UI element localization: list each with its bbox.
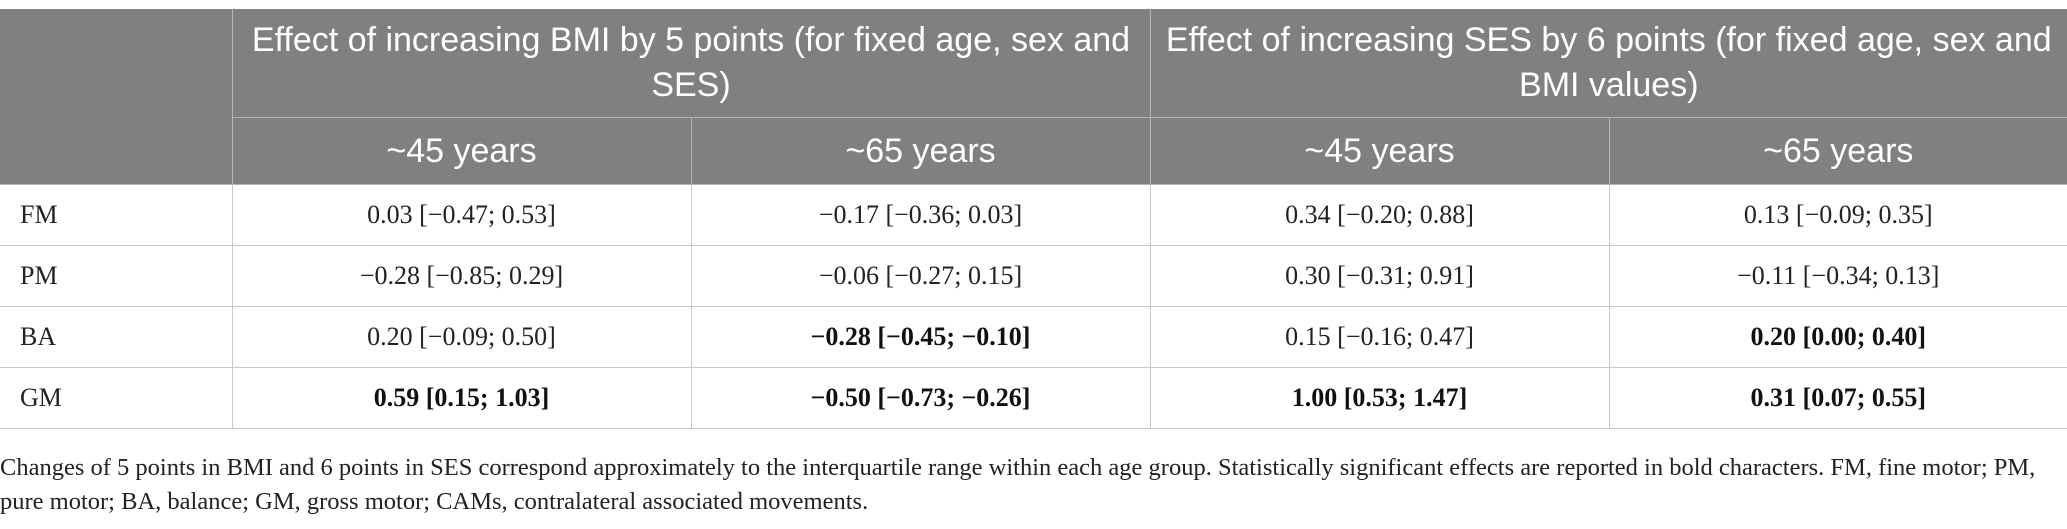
row-label-gm: GM [0,367,233,429]
results-table-container: Effect of increasing BMI by 5 points (fo… [0,9,2067,429]
cell-gm-ses-45: 1.00 [0.53; 1.47] [1150,367,1610,429]
cell-fm-bmi-45: 0.03 [−0.47; 0.53] [232,184,692,246]
cell-ba-bmi-65: −0.28 [−0.45; −0.10] [691,306,1151,368]
header-bmi-65: ~65 years [691,117,1151,185]
cell-ba-ses-45: 0.15 [−0.16; 0.47] [1150,306,1610,368]
cell-pm-bmi-45: −0.28 [−0.85; 0.29] [232,245,692,307]
cell-fm-ses-45: 0.34 [−0.20; 0.88] [1150,184,1610,246]
header-row-groups: Effect of increasing BMI by 5 points (fo… [0,9,2067,185]
header-ses-45: ~45 years [1150,117,1610,185]
header-bmi-45: ~45 years [232,117,692,185]
table-row-fm: FM 0.03 [−0.47; 0.53] −0.17 [−0.36; 0.03… [0,184,2067,246]
row-label-pm: PM [0,245,233,307]
results-table: Effect of increasing BMI by 5 points (fo… [0,9,2067,429]
table-row-pm: PM −0.28 [−0.85; 0.29] −0.06 [−0.27; 0.1… [0,245,2067,307]
table-row-gm: GM 0.59 [0.15; 1.03] −0.50 [−0.73; −0.26… [0,367,2067,429]
cell-fm-ses-65: 0.13 [−0.09; 0.35] [1609,184,2067,246]
cell-pm-ses-65: −0.11 [−0.34; 0.13] [1609,245,2067,307]
table-row-ba: BA 0.20 [−0.09; 0.50] −0.28 [−0.45; −0.1… [0,306,2067,368]
cell-ba-bmi-45: 0.20 [−0.09; 0.50] [232,306,692,368]
cell-gm-ses-65: 0.31 [0.07; 0.55] [1609,367,2067,429]
cell-gm-bmi-65: −0.50 [−0.73; −0.26] [691,367,1151,429]
cell-gm-bmi-45: 0.59 [0.15; 1.03] [232,367,692,429]
row-label-ba: BA [0,306,233,368]
cell-pm-bmi-65: −0.06 [−0.27; 0.15] [691,245,1151,307]
cell-pm-ses-45: 0.30 [−0.31; 0.91] [1150,245,1610,307]
header-group-ses: Effect of increasing SES by 6 points (fo… [1150,9,2067,118]
cell-fm-bmi-65: −0.17 [−0.36; 0.03] [691,184,1151,246]
cell-ba-ses-65: 0.20 [0.00; 0.40] [1609,306,2067,368]
header-row-ages: ~45 years ~65 years ~45 years ~65 years [0,117,2067,185]
row-label-fm: FM [0,184,233,246]
table-footnote: Changes of 5 points in BMI and 6 points … [0,454,2036,515]
header-ses-65: ~65 years [1609,117,2067,185]
header-corner-cell [0,9,233,185]
header-group-bmi: Effect of increasing BMI by 5 points (fo… [232,9,1151,118]
